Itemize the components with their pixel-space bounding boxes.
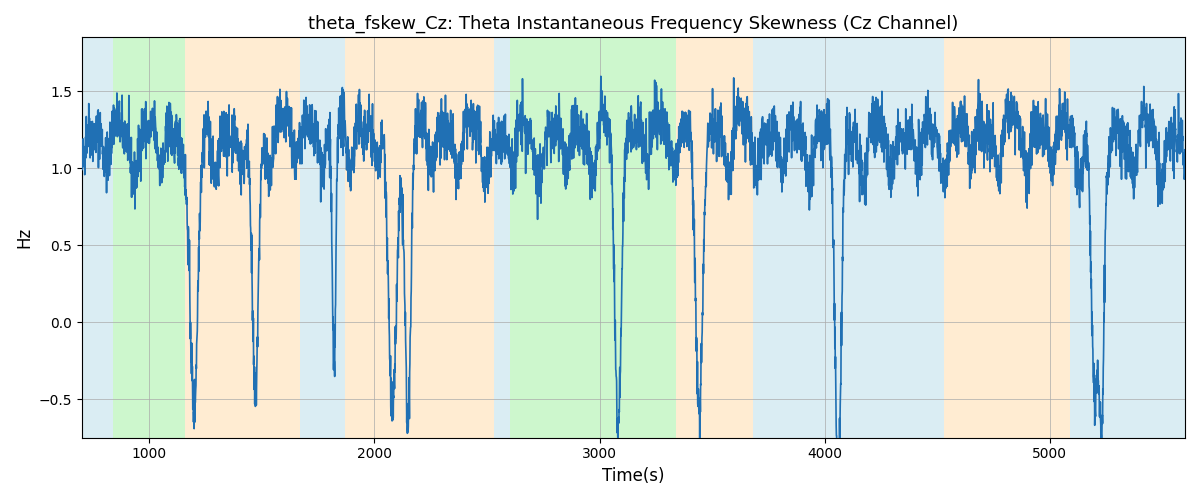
Bar: [752, 38, 944, 438]
Bar: [944, 38, 1070, 438]
Title: theta_fskew_Cz: Theta Instantaneous Frequency Skewness (Cz Channel): theta_fskew_Cz: Theta Instantaneous Freq…: [308, 15, 959, 34]
Bar: [510, 38, 676, 438]
Bar: [113, 38, 185, 438]
Bar: [82, 38, 113, 438]
X-axis label: Time(s): Time(s): [602, 467, 665, 485]
Bar: [676, 38, 752, 438]
Bar: [1070, 38, 1186, 438]
Bar: [185, 38, 300, 438]
Y-axis label: Hz: Hz: [14, 227, 34, 248]
Bar: [300, 38, 346, 438]
Bar: [493, 38, 510, 438]
Bar: [346, 38, 493, 438]
